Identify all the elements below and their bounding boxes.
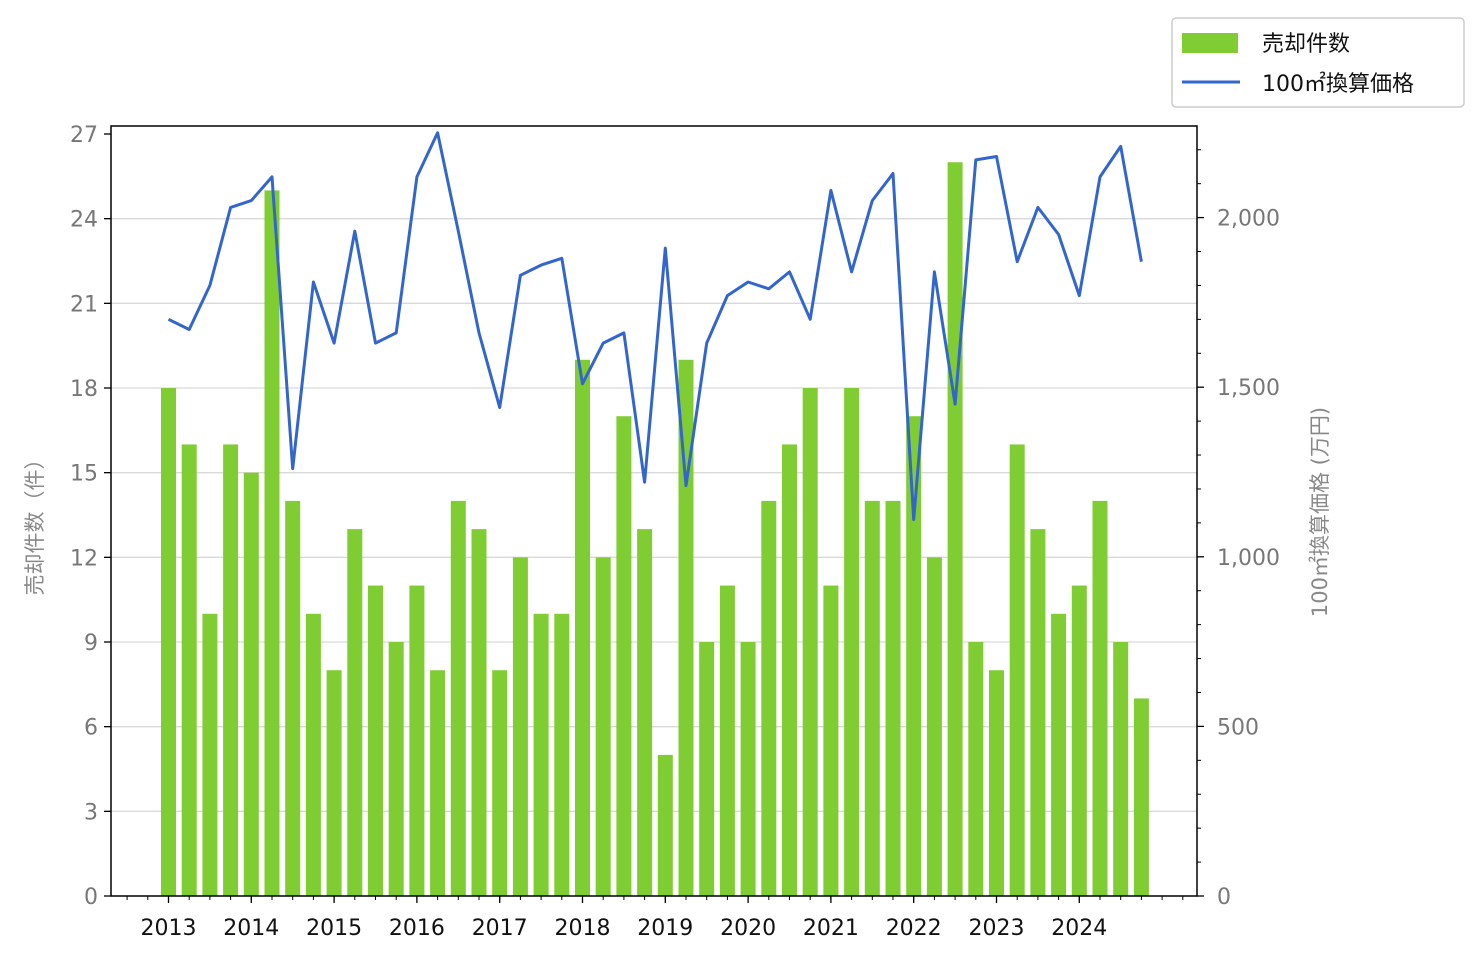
left-tick-label: 24 (70, 208, 98, 233)
left-tick-label: 12 (70, 546, 98, 571)
legend-box (1171, 17, 1465, 108)
bar (326, 670, 342, 896)
right-tick-label: 2,000 (1217, 207, 1280, 232)
x-tick-label: 2022 (886, 916, 942, 941)
left-axis-title: 売却件数（件） (23, 449, 47, 596)
x-tick-label: 2013 (141, 916, 197, 941)
bar (947, 162, 963, 896)
line-series (167, 131, 1143, 521)
left-tick-label: 3 (84, 800, 98, 825)
bar (678, 359, 694, 896)
bar (430, 670, 446, 896)
x-axis: 2013 2014 2015 2016 2017 2018 2019 2020 2021 2022… (126, 896, 1184, 941)
bar (844, 388, 860, 896)
bar-series (161, 162, 1149, 896)
x-tick-label: 2018 (555, 916, 611, 941)
bar (1030, 529, 1046, 896)
bar (968, 642, 984, 896)
bar (347, 529, 363, 896)
bar (595, 557, 611, 896)
bar (1133, 698, 1149, 896)
bar (616, 416, 632, 896)
left-tick-label: 27 (70, 123, 98, 148)
x-tick-label: 2014 (223, 916, 279, 941)
bar (388, 642, 404, 896)
bar (864, 500, 880, 896)
bar (823, 585, 839, 896)
right-tick-label: 1,500 (1217, 376, 1280, 401)
bar (575, 359, 590, 896)
legend-bar-label: 売却件数 (1262, 32, 1350, 57)
bar (906, 416, 922, 896)
bar (305, 613, 321, 896)
bar (719, 585, 735, 896)
right-tick-label: 1,000 (1217, 546, 1280, 571)
bar (885, 500, 901, 896)
bar (512, 557, 528, 896)
left-y-axis: 0 3 6 9 12 15 18 21 24 27 (70, 123, 111, 910)
right-tick-label: 0 (1217, 885, 1231, 910)
right-axis-title: 100㎡換算価格 (万円) (1308, 407, 1332, 617)
bar (989, 670, 1004, 896)
left-tick-label: 15 (70, 462, 98, 487)
bar (471, 529, 487, 896)
bar (161, 388, 176, 896)
bar (926, 557, 942, 896)
bar (368, 585, 383, 896)
price-line (167, 131, 1143, 521)
left-tick-label: 9 (84, 631, 98, 656)
bar (450, 500, 466, 896)
bar (1009, 444, 1025, 896)
x-tick-label: 2016 (389, 916, 445, 941)
left-tick-label: 21 (70, 292, 98, 317)
bar (181, 444, 197, 896)
bar (243, 472, 259, 896)
bar (285, 500, 301, 896)
bar (492, 670, 508, 896)
legend-bar-swatch (1182, 33, 1238, 53)
bar (657, 754, 673, 896)
bar (223, 444, 239, 896)
legend-line-label: 100㎡換算価格 (1262, 71, 1414, 97)
bar (699, 642, 715, 896)
bar (533, 613, 549, 896)
x-tick-label: 2023 (969, 916, 1025, 941)
bar (202, 613, 218, 896)
bar (1051, 613, 1067, 896)
right-y-axis: 0 500 1,000 1,500 2,000 (1197, 149, 1280, 910)
bar (554, 613, 570, 896)
bar (740, 642, 756, 896)
x-tick-label: 2015 (306, 916, 362, 941)
x-tick-label: 2017 (472, 916, 528, 941)
bar (264, 190, 280, 896)
bar (1113, 642, 1129, 896)
legend: 売却件数 100㎡換算価格 (1171, 17, 1465, 108)
right-tick-label: 500 (1217, 715, 1259, 740)
bar (637, 529, 653, 896)
bar (409, 585, 425, 896)
bar (802, 388, 818, 896)
bar (1092, 500, 1108, 896)
left-tick-label: 6 (84, 716, 98, 741)
left-tick-label: 0 (84, 885, 98, 910)
plot-frame (110, 125, 1198, 897)
x-tick-label: 2020 (720, 916, 776, 941)
x-tick-label: 2024 (1051, 916, 1107, 941)
x-tick-label: 2021 (803, 916, 859, 941)
bar (782, 444, 797, 896)
bar (1071, 585, 1087, 896)
x-tick-label: 2019 (637, 916, 693, 941)
left-tick-label: 18 (70, 377, 98, 402)
bar (761, 500, 777, 896)
